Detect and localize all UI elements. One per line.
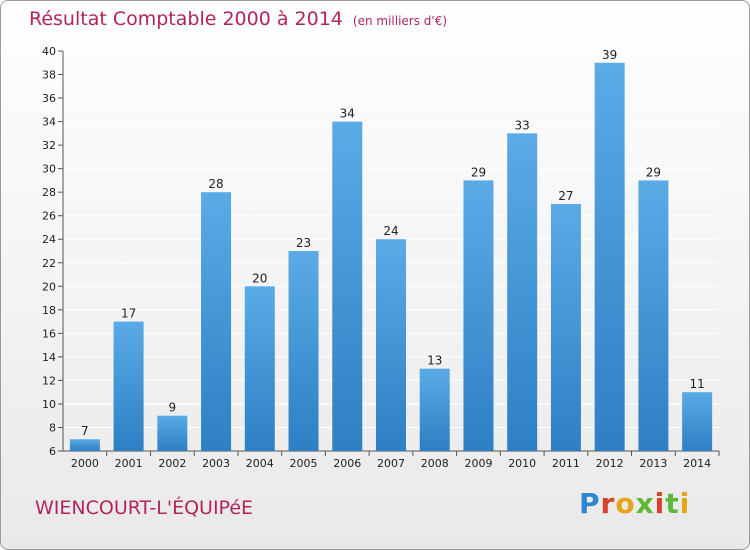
value-label-2004: 20 <box>252 271 267 285</box>
chart-unit: (en milliers d'€) <box>352 14 448 28</box>
bar-2012[interactable] <box>594 62 625 451</box>
x-tick-label-2009: 2009 <box>464 457 492 470</box>
bar-2010[interactable] <box>507 133 538 451</box>
value-label-2001: 17 <box>121 307 136 321</box>
bar-2001[interactable] <box>113 321 144 451</box>
x-tick-label-2006: 2006 <box>333 457 361 470</box>
bar-2002[interactable] <box>157 415 188 451</box>
x-tick-label-2012: 2012 <box>596 457 624 470</box>
bar-2005[interactable] <box>288 251 319 451</box>
x-tick-label-2013: 2013 <box>639 457 667 470</box>
value-label-2008: 13 <box>427 354 442 368</box>
bar-2014[interactable] <box>682 392 713 451</box>
proxiti-logo[interactable]: Proxiti <box>579 487 691 520</box>
value-label-2013: 29 <box>646 165 661 179</box>
y-tick-label: 40 <box>42 45 56 58</box>
y-tick-label: 20 <box>42 280 56 293</box>
y-tick-label: 18 <box>42 304 56 317</box>
bar-2007[interactable] <box>376 239 406 451</box>
x-tick-label-2011: 2011 <box>552 457 580 470</box>
x-tick-label-2010: 2010 <box>508 457 536 470</box>
y-tick-label: 10 <box>42 398 56 411</box>
y-tick-label: 12 <box>42 374 56 387</box>
y-tick-label: 32 <box>42 139 56 152</box>
bar-2013[interactable] <box>638 180 669 452</box>
x-tick-label-2001: 2001 <box>115 457 143 470</box>
bar-2003[interactable] <box>201 192 232 452</box>
value-label-2011: 27 <box>558 189 573 203</box>
bar-2006[interactable] <box>332 121 363 452</box>
y-tick-label: 8 <box>49 421 56 434</box>
x-tick-label-2007: 2007 <box>377 457 405 470</box>
x-tick-label-2003: 2003 <box>202 457 230 470</box>
chart-title: Résultat Comptable 2000 à 2014 (en millie… <box>29 8 447 30</box>
y-tick-label: 36 <box>42 92 56 105</box>
labels: 7 2000 17 2001 9 2002 28 2003 20 2004 23 2005 34 2006… <box>71 48 711 470</box>
y-tick-label: 38 <box>42 69 56 82</box>
y-tick-label: 28 <box>42 186 56 199</box>
y-tick-label: 14 <box>42 351 56 364</box>
chart-title-text: Résultat Comptable 2000 à 2014 <box>29 8 343 30</box>
value-label-2005: 23 <box>296 236 311 250</box>
bar-2000[interactable] <box>69 439 100 451</box>
value-label-2003: 28 <box>208 177 223 191</box>
x-tick-label-2008: 2008 <box>421 457 449 470</box>
y-tick-label: 22 <box>42 257 56 270</box>
value-label-2012: 39 <box>602 48 617 62</box>
bar-2009[interactable] <box>463 180 494 452</box>
value-label-2009: 29 <box>471 165 486 179</box>
value-label-2010: 33 <box>515 118 530 132</box>
bar-2008[interactable] <box>419 368 450 451</box>
y-tick-label: 24 <box>42 233 56 246</box>
x-tick-label-2004: 2004 <box>246 457 274 470</box>
y-tick-label: 26 <box>42 210 56 223</box>
bars <box>69 62 713 452</box>
x-tick-label-2014: 2014 <box>683 457 711 470</box>
bar-2004[interactable] <box>244 286 275 451</box>
value-label-2007: 24 <box>383 224 398 238</box>
x-tick-label-2000: 2000 <box>71 457 99 470</box>
x-tick-label-2002: 2002 <box>158 457 186 470</box>
municipality-name: WIENCOURT-L'ÉQUIPéE <box>35 497 254 519</box>
y-tick-label: 16 <box>42 327 56 340</box>
value-label-2014: 11 <box>689 377 704 391</box>
bar-2011[interactable] <box>550 203 581 451</box>
y-tick-label: 34 <box>42 116 56 129</box>
value-label-2002: 9 <box>169 401 177 415</box>
value-label-2000: 7 <box>81 424 89 438</box>
value-label-2006: 34 <box>340 107 355 121</box>
x-tick-label-2005: 2005 <box>290 457 318 470</box>
y-tick-label: 30 <box>42 163 56 176</box>
y-tick-label: 6 <box>49 445 56 458</box>
